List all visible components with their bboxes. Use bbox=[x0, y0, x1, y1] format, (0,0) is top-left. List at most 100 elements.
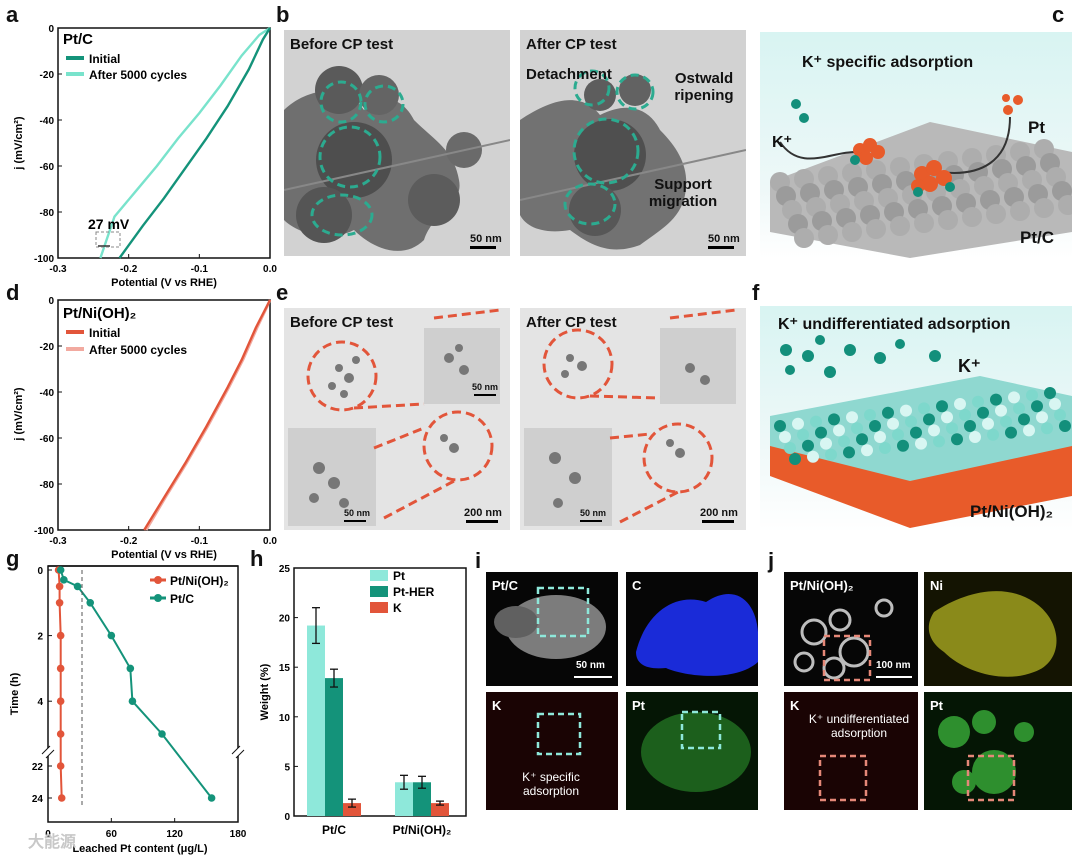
y-tick-label: 24 bbox=[32, 794, 44, 805]
lattice-atom bbox=[1044, 387, 1056, 399]
lattice-atom bbox=[892, 428, 904, 441]
lattice-atom bbox=[869, 420, 881, 432]
tem-image-before-ni: Before CP test 50 nm 50 nm 200 nm bbox=[284, 308, 510, 530]
lattice-atom bbox=[936, 400, 948, 413]
axis-ticks: -0.3 -0.2 -0.1 0.0 0 -20 -40 -60 -80 -100 bbox=[34, 24, 277, 275]
chart-title: Pt/C bbox=[63, 31, 93, 48]
legend-ptni: Pt/Ni(OH)₂ bbox=[170, 574, 229, 588]
data-point bbox=[56, 664, 65, 673]
y-tick-label: 4 bbox=[37, 697, 43, 708]
tem-image-after-ni: After CP test 50 nm 200 nm bbox=[520, 308, 746, 530]
scale-label: 100 nm bbox=[876, 660, 911, 671]
lattice-atom bbox=[874, 431, 886, 443]
lattice-atom bbox=[1000, 415, 1012, 428]
y-tick-label: 0 bbox=[284, 812, 290, 823]
panel-label-j: j bbox=[768, 548, 775, 573]
support-sphere bbox=[986, 204, 1006, 224]
data-point bbox=[56, 631, 65, 640]
lattice-atom bbox=[810, 415, 822, 428]
bars bbox=[307, 607, 449, 816]
chart-d: -0.3 -0.2 -0.1 0.0 0 -20 -40 -60 -80 -100 Pt/Ni(O… bbox=[13, 296, 277, 561]
scale-bar-big bbox=[466, 520, 498, 523]
support-sphere bbox=[818, 225, 838, 245]
data-point bbox=[126, 664, 135, 673]
k-map-label: K bbox=[790, 698, 800, 713]
legend-k: K bbox=[393, 601, 402, 615]
support-sphere bbox=[866, 219, 886, 239]
data-point bbox=[73, 582, 82, 591]
panel-label-e: e bbox=[276, 280, 289, 305]
y-tick-label: -40 bbox=[40, 116, 55, 127]
y-axis-label: j (mV/cm²) bbox=[13, 116, 25, 171]
y-tick-label: -20 bbox=[40, 70, 55, 81]
y-tick-label: -60 bbox=[40, 162, 55, 173]
legend-marker-ptni bbox=[154, 576, 162, 584]
tem-image-after: After CP test Detachment Ostwald ripenin… bbox=[520, 30, 746, 256]
panel-label-g: g bbox=[6, 546, 20, 571]
lattice-atom bbox=[1008, 391, 1020, 404]
axis-ticks: 0 5 10 15 20 25 bbox=[279, 564, 298, 823]
support-migration-label: Support migration bbox=[648, 176, 718, 210]
data-point bbox=[56, 730, 65, 738]
k-undifferentiated-label: K⁺ undifferentiated adsorption bbox=[808, 712, 910, 740]
chart-h: 0 5 10 15 20 25 Pt Pt-HER K Pt/C Pt/Ni(OH)₂ W… bbox=[259, 564, 467, 837]
lattice-atom bbox=[1054, 409, 1066, 421]
legend-marker-ptc bbox=[154, 594, 162, 602]
lattice-atom bbox=[1013, 402, 1025, 415]
data-point bbox=[55, 582, 64, 591]
x-tick-label: 60 bbox=[106, 829, 118, 840]
scale-label-big: 200 nm bbox=[700, 507, 738, 519]
y-axis-label: j (mV/cm²) bbox=[13, 387, 25, 442]
lattice-atom bbox=[882, 406, 894, 419]
y-tick-label: -80 bbox=[40, 208, 55, 219]
y-tick-label: 15 bbox=[279, 663, 291, 674]
pt-map-label: Pt bbox=[930, 698, 943, 713]
bar-0 bbox=[307, 625, 325, 816]
eds-map-pt: Pt bbox=[626, 692, 758, 810]
support-sphere bbox=[962, 207, 982, 227]
x-axis-label: Leached Pt content (μg/L) bbox=[72, 843, 207, 855]
category-label-ptni: Pt/Ni(OH)₂ bbox=[393, 823, 452, 837]
axis-ticks: -0.3 -0.2 -0.1 0.0 0 -20 -40 -60 -80 -100 bbox=[34, 296, 277, 547]
x-tick-label: -0.1 bbox=[191, 264, 209, 275]
x-tick-label: -0.3 bbox=[49, 264, 67, 275]
chart-title: Pt/Ni(OH)₂ bbox=[63, 305, 136, 322]
support-sphere bbox=[938, 210, 958, 230]
y-tick-label: -60 bbox=[40, 434, 55, 445]
x-tick-label: 0.0 bbox=[263, 264, 277, 275]
pt-label: Pt bbox=[1028, 118, 1045, 137]
ptni-label: Pt/Ni(OH)₂ bbox=[790, 578, 854, 593]
lattice-atom bbox=[964, 420, 976, 432]
pt-map-label: Pt bbox=[632, 698, 645, 713]
x-axis-label: Potential (V vs RHE) bbox=[111, 549, 217, 561]
ni-map-label: Ni bbox=[930, 578, 943, 593]
lattice-atom bbox=[846, 411, 858, 424]
schematic-f-title: K⁺ undifferentiated adsorption bbox=[778, 316, 1011, 333]
lattice-atom bbox=[969, 431, 981, 443]
series-line-0 bbox=[143, 299, 272, 531]
lattice-atom bbox=[982, 417, 994, 430]
support-sphere bbox=[842, 222, 862, 242]
plot-frame bbox=[57, 27, 271, 259]
data-point bbox=[86, 599, 95, 607]
after-cp-title: After CP test bbox=[526, 314, 617, 331]
axis-break-gap bbox=[42, 748, 54, 756]
lattice-atom bbox=[861, 444, 873, 457]
annotation-27mv: 27 mV bbox=[88, 216, 130, 232]
support-sphere bbox=[890, 216, 910, 236]
detachment-label: Detachment bbox=[526, 66, 612, 83]
y-tick-label: 0 bbox=[48, 296, 54, 307]
lattice-atom bbox=[915, 437, 927, 450]
lattice-atom bbox=[797, 428, 809, 441]
legend-swatch-pt bbox=[370, 570, 388, 581]
k-ion-label: K⁺ bbox=[772, 134, 792, 151]
y-tick-label: 0 bbox=[37, 566, 43, 577]
data-point bbox=[56, 762, 65, 770]
lattice-atom bbox=[941, 411, 953, 424]
c-map-label: C bbox=[632, 578, 642, 593]
scale-label: 50 nm bbox=[576, 660, 605, 671]
plot-frame bbox=[293, 567, 467, 817]
y-tick-label: 5 bbox=[284, 762, 290, 773]
lattice-atom bbox=[843, 446, 855, 459]
panel-label-h: h bbox=[250, 546, 264, 571]
